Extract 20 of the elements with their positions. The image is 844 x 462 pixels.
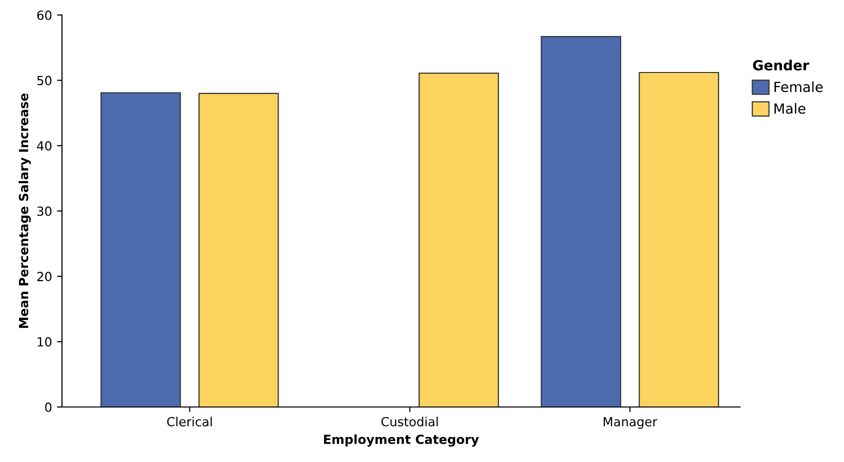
y-tick-label: 30 bbox=[37, 206, 52, 216]
bar bbox=[198, 92, 279, 407]
y-tick-label: 50 bbox=[37, 76, 52, 86]
bar bbox=[418, 72, 499, 407]
bar bbox=[100, 92, 181, 407]
y-axis-title: Mean Percentage Salary Increase bbox=[18, 94, 31, 328]
y-tick-label: 60 bbox=[37, 10, 52, 20]
legend-label: Female bbox=[774, 81, 823, 92]
legend-label: Male bbox=[774, 103, 806, 114]
y-tick-label: 40 bbox=[36, 141, 52, 151]
x-tick-label: Manager bbox=[604, 417, 658, 429]
x-tick-label: Clerical bbox=[167, 416, 212, 426]
x-tick-label: Custodial bbox=[381, 416, 438, 426]
bar bbox=[638, 72, 720, 407]
legend-title: Gender bbox=[753, 60, 810, 71]
bar bbox=[540, 36, 622, 407]
y-tick-label: 0 bbox=[45, 402, 52, 412]
y-tick-label: 20 bbox=[37, 272, 52, 282]
x-axis-title: Employment Category bbox=[324, 434, 479, 447]
y-tick-label: 10 bbox=[38, 337, 52, 347]
